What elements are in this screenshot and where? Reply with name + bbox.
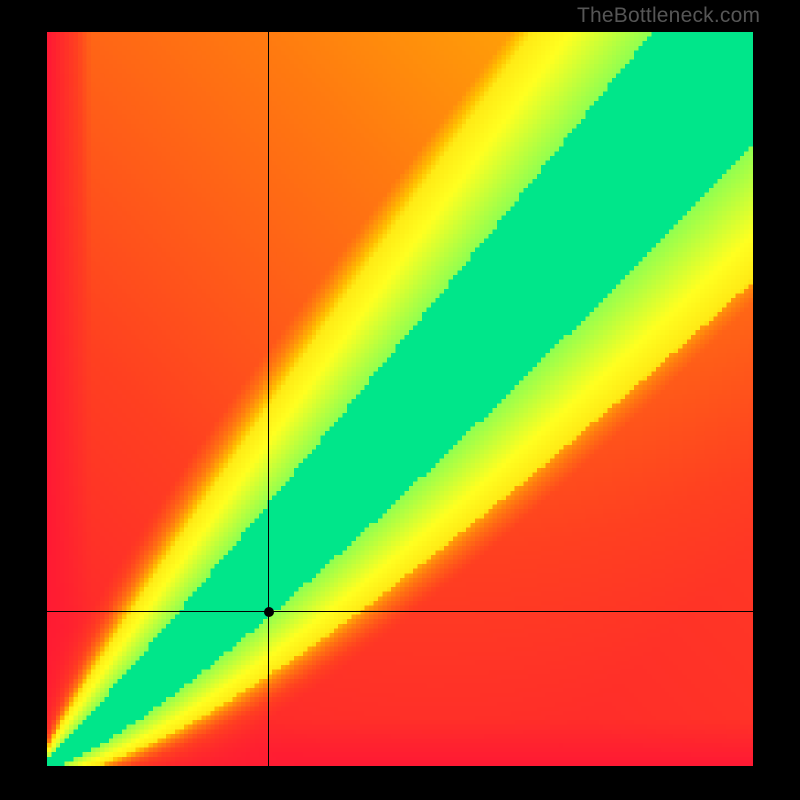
crosshair-vertical — [268, 32, 269, 766]
selection-marker — [264, 607, 274, 617]
watermark-text: TheBottleneck.com — [577, 4, 760, 28]
crosshair-horizontal — [47, 611, 753, 612]
bottleneck-heatmap — [47, 32, 753, 766]
